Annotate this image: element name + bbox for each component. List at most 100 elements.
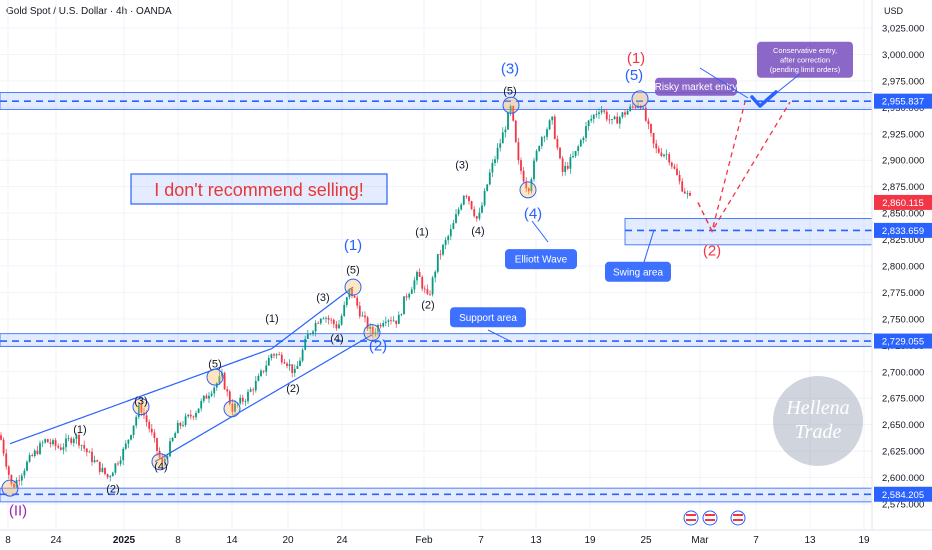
wave-label: (4) xyxy=(154,461,167,473)
candle-body xyxy=(569,157,572,169)
candle-body xyxy=(483,190,486,206)
candle-body xyxy=(49,442,52,445)
us-flag-icon-stripe xyxy=(686,519,696,521)
wave-label: (2) xyxy=(369,338,387,355)
candle-body xyxy=(551,116,554,121)
candle-body xyxy=(538,146,541,151)
callout-text: Swing area xyxy=(613,267,663,278)
candle-body xyxy=(221,372,223,377)
candle-body xyxy=(434,271,437,278)
zone-swing-area xyxy=(624,217,872,246)
us-flag-icon-stripe xyxy=(733,519,743,521)
price-tick-label: 2,750.000 xyxy=(882,314,924,325)
price-label-tag: 2,729.055 xyxy=(874,333,932,349)
candle-body xyxy=(148,422,151,429)
candle-body xyxy=(678,174,681,182)
candle-body xyxy=(579,140,582,147)
candle-body xyxy=(273,354,275,356)
candle-body xyxy=(104,467,106,475)
candle-body xyxy=(683,191,686,194)
wave-point-marker xyxy=(519,181,537,199)
candle-body xyxy=(75,434,78,439)
candle-body xyxy=(335,324,338,329)
candle-body xyxy=(184,416,187,425)
candle-body xyxy=(358,305,361,317)
candle-body xyxy=(377,325,379,333)
candle-body xyxy=(572,156,574,158)
candle-body xyxy=(592,114,595,119)
channel-upper-2 xyxy=(271,286,354,349)
wave-label: (1) xyxy=(627,50,645,67)
time-axis: 8 24 2025 8 14 20 24 Feb 7 13 19 25 Mar 7 13 19 xyxy=(0,529,932,546)
candle-body xyxy=(605,111,608,120)
candle-body xyxy=(239,397,242,404)
candle-body xyxy=(644,107,647,121)
callout-text: Support area xyxy=(459,313,517,324)
candle-body xyxy=(187,414,190,417)
wave-label: (5) xyxy=(625,67,643,84)
candle-body xyxy=(150,428,153,433)
projection-path xyxy=(697,101,791,233)
candle-body xyxy=(665,154,668,156)
us-flag-icon-stripe xyxy=(686,514,696,516)
wave-label: (2) xyxy=(286,383,299,395)
wave-label: (2) xyxy=(106,483,119,495)
candle-body xyxy=(494,159,496,163)
candle-body xyxy=(650,124,652,133)
price-label-bg xyxy=(874,93,932,109)
price-tick-label: 2,600.000 xyxy=(882,473,924,484)
projections xyxy=(697,90,791,233)
projection-path xyxy=(697,101,746,233)
candle-body xyxy=(663,154,665,157)
candle-body xyxy=(36,450,39,454)
wave-label: (5) xyxy=(208,359,221,371)
currency-label: USD xyxy=(884,6,904,16)
candle-body xyxy=(364,315,366,318)
time-tick-label: 7 xyxy=(753,535,759,546)
candle-body xyxy=(533,160,535,180)
candle-body xyxy=(257,375,260,381)
candle-body xyxy=(504,129,507,133)
us-flag-icon xyxy=(683,510,699,526)
wave-label: (1) xyxy=(415,226,428,238)
candle-body xyxy=(57,445,60,448)
candle-body xyxy=(371,326,374,334)
callout-pointer xyxy=(531,220,549,243)
candle-body xyxy=(218,376,221,384)
candle-body xyxy=(413,280,416,290)
price-tick-label: 2,850.000 xyxy=(882,209,924,220)
news-icons xyxy=(683,510,746,526)
callout-box xyxy=(505,249,577,270)
us-flag-icon xyxy=(730,510,746,526)
candle-body xyxy=(436,254,439,272)
candle-body xyxy=(457,209,460,215)
candle-body xyxy=(618,117,621,124)
candle-body xyxy=(296,366,299,369)
time-tick-label: 8 xyxy=(175,535,181,546)
candle-body xyxy=(624,112,626,115)
candle-body xyxy=(200,400,203,409)
candle-body xyxy=(343,305,346,316)
candle-body xyxy=(345,297,348,306)
price-label-tag: 2,955.837 xyxy=(874,93,932,109)
candle-body xyxy=(397,314,400,324)
price-tick-label: 2,825.000 xyxy=(882,235,924,246)
candle-body xyxy=(559,147,561,159)
candle-body xyxy=(647,120,650,125)
candle-body xyxy=(106,474,109,478)
candle-body xyxy=(88,451,91,453)
wave-point-marker xyxy=(344,278,362,296)
wave-point-marker xyxy=(151,453,169,471)
price-label-text: 2,833.659 xyxy=(882,226,924,237)
candle-body xyxy=(421,276,424,289)
candle-body xyxy=(340,315,343,325)
candle-body xyxy=(473,209,476,217)
candle-body xyxy=(629,106,632,111)
candle-body xyxy=(67,438,70,440)
zones xyxy=(0,92,872,503)
price-label-tag: 2,584.205 xyxy=(874,486,932,502)
warning-banner: I don't recommend selling! xyxy=(130,173,388,205)
candle-body xyxy=(603,110,606,112)
